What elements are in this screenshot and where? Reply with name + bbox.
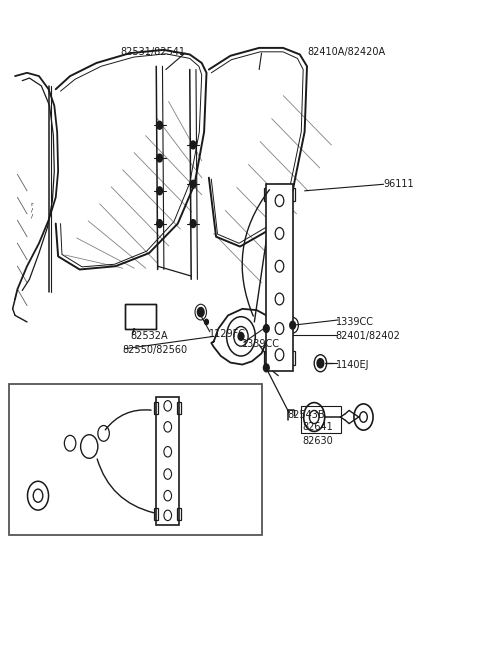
Text: 1129FC: 1129FC	[209, 328, 246, 339]
Bar	[156, 397, 179, 525]
Circle shape	[197, 307, 204, 317]
Circle shape	[31, 488, 37, 496]
Circle shape	[157, 122, 162, 129]
Bar	[264, 187, 269, 200]
Circle shape	[290, 321, 296, 329]
Circle shape	[264, 325, 269, 332]
Text: 98810A/98820A: 98810A/98820A	[75, 515, 153, 525]
Bar	[266, 184, 293, 371]
Circle shape	[317, 359, 324, 368]
Bar	[290, 351, 295, 365]
Circle shape	[204, 319, 208, 325]
Text: r
/
/: r / /	[31, 202, 33, 219]
Text: 1339CC: 1339CC	[163, 493, 202, 503]
Text: POWER WINDOW: POWER WINDOW	[29, 389, 129, 399]
Bar	[125, 304, 156, 328]
Text: 82543B: 82543B	[288, 410, 325, 420]
Text: 1140EJ: 1140EJ	[336, 359, 369, 369]
Circle shape	[67, 439, 73, 448]
Circle shape	[165, 411, 169, 417]
Text: 1339CC: 1339CC	[94, 443, 132, 453]
Bar	[9, 384, 262, 535]
Circle shape	[86, 443, 92, 451]
Bar	[264, 351, 269, 365]
Bar	[154, 508, 157, 520]
Circle shape	[157, 187, 162, 194]
Text: 1339CC: 1339CC	[242, 339, 280, 350]
Circle shape	[157, 154, 162, 162]
Text: 82532A: 82532A	[130, 331, 168, 342]
Circle shape	[77, 457, 83, 465]
Circle shape	[100, 429, 107, 438]
Bar	[290, 187, 295, 200]
Circle shape	[165, 514, 170, 522]
Circle shape	[165, 400, 170, 408]
Circle shape	[190, 219, 196, 227]
Bar	[177, 508, 180, 520]
Text: 82630: 82630	[302, 436, 333, 446]
Circle shape	[264, 364, 269, 372]
Text: 96111: 96111	[384, 179, 414, 189]
Text: 82403/82404: 82403/82404	[20, 405, 84, 415]
Text: 1339CC: 1339CC	[336, 317, 374, 327]
Circle shape	[157, 219, 162, 227]
Text: 82424B: 82424B	[15, 481, 53, 491]
Circle shape	[165, 510, 169, 517]
Text: 82401/82402: 82401/82402	[336, 331, 401, 342]
Circle shape	[190, 180, 196, 188]
Text: 1231FD: 1231FD	[15, 469, 53, 479]
Bar	[154, 402, 157, 414]
Text: 82410A/82420A: 82410A/82420A	[307, 47, 385, 57]
Text: 82531/82541: 82531/82541	[120, 47, 185, 57]
Bar	[177, 402, 180, 414]
Circle shape	[190, 141, 196, 149]
Circle shape	[238, 332, 244, 340]
Bar	[301, 406, 341, 434]
Text: 82550/82560: 82550/82560	[123, 345, 188, 355]
Text: 82641: 82641	[302, 422, 333, 432]
